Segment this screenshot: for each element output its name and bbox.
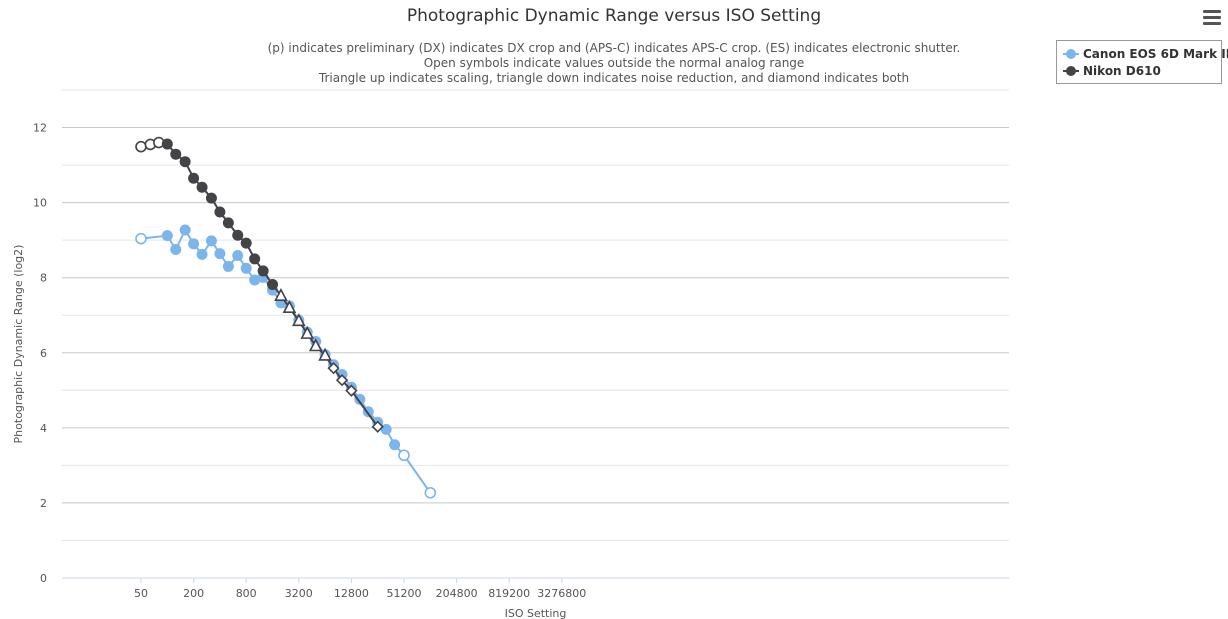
data-point-1-24[interactable] (354, 393, 366, 405)
chart-subtitle: (p) indicates preliminary (DX) indicates… (0, 41, 1228, 86)
x-tick-label: 12800 (334, 587, 369, 600)
y-tick-label: 2 (40, 497, 47, 510)
x-tick-label: 50 (134, 587, 148, 600)
data-point-2-10[interactable] (214, 206, 226, 218)
series-line-1 (140, 227, 432, 494)
data-point-1-6[interactable] (196, 248, 208, 260)
legend-label-nikon: Nikon D610 (1083, 63, 1161, 78)
data-point-2-5[interactable] (170, 148, 182, 160)
data-point-2-19[interactable] (291, 313, 306, 327)
data-point-1-4[interactable] (179, 224, 191, 236)
data-point-1-9[interactable] (222, 260, 234, 272)
data-point-2-12[interactable] (232, 229, 244, 241)
legend-marker-nikon-icon (1063, 65, 1079, 76)
legend-item-nikon[interactable]: Nikon D610 (1063, 62, 1215, 79)
y-tick-label: 10 (33, 197, 47, 210)
data-point-1-11[interactable] (240, 262, 252, 274)
data-point-1-10[interactable] (232, 250, 244, 262)
data-point-1-3[interactable] (170, 244, 182, 256)
chart-legend: Canon EOS 6D Mark II Nikon D610 (1056, 40, 1228, 84)
x-tick-label: 204800 (436, 587, 478, 600)
x-tick-label: 200 (183, 587, 204, 600)
y-tick-label: 6 (40, 347, 47, 360)
data-point-2-8[interactable] (196, 181, 208, 193)
y-tick-label: 0 (40, 572, 47, 585)
legend-item-canon[interactable]: Canon EOS 6D Mark II (1063, 45, 1228, 62)
subtitle-line-3: Triangle up indicates scaling, triangle … (318, 71, 910, 85)
data-point-1-28[interactable] (389, 439, 401, 451)
data-point-2-1[interactable] (135, 140, 147, 153)
legend-marker-canon-icon (1063, 48, 1079, 59)
data-point-2-18[interactable] (282, 299, 297, 314)
legend-label-canon: Canon EOS 6D Mark II (1083, 46, 1228, 61)
subtitle-line-1: (p) indicates preliminary (DX) indicates… (267, 41, 961, 55)
data-point-2-25[interactable] (345, 384, 358, 397)
x-tick-label: 3200 (285, 587, 313, 600)
data-point-1-5[interactable] (188, 238, 200, 250)
y-axis-title: Photographic Dynamic Range (log2) (12, 245, 25, 444)
chart-title: Photographic Dynamic Range versus ISO Se… (406, 6, 822, 26)
data-point-2-13[interactable] (240, 237, 252, 249)
data-point-1-29[interactable] (398, 449, 410, 462)
data-point-2-26[interactable] (371, 420, 384, 433)
data-point-1-8[interactable] (214, 248, 226, 260)
x-tick-label: 800 (236, 587, 257, 600)
data-point-2-20[interactable] (300, 325, 315, 339)
y-tick-label: 4 (40, 422, 47, 435)
y-tick-label: 12 (33, 122, 47, 135)
data-point-2-16[interactable] (267, 278, 278, 290)
x-tick-label: 819200 (488, 587, 530, 600)
hamburger-menu-icon[interactable] (1203, 10, 1221, 26)
data-point-2-15[interactable] (257, 265, 269, 277)
data-point-2-4[interactable] (161, 138, 173, 150)
data-point-2-22[interactable] (318, 347, 332, 361)
y-tick-label: 8 (40, 272, 47, 285)
data-point-2-17[interactable] (274, 287, 288, 302)
data-point-1-1[interactable] (135, 232, 147, 245)
data-point-1-12[interactable] (249, 274, 261, 286)
data-point-2-14[interactable] (249, 253, 261, 265)
x-tick-label: 51200 (387, 587, 422, 600)
data-point-2-11[interactable] (222, 217, 234, 229)
x-tick-label: 3276800 (537, 587, 586, 600)
data-point-2-7[interactable] (188, 172, 200, 184)
data-point-1-2[interactable] (161, 230, 173, 242)
data-point-2-9[interactable] (205, 192, 217, 204)
data-point-2-21[interactable] (308, 338, 323, 352)
data-point-2-24[interactable] (335, 374, 349, 387)
data-point-2-6[interactable] (179, 156, 191, 168)
data-point-1-30[interactable] (424, 486, 437, 499)
x-axis-title: ISO Setting (505, 607, 567, 619)
data-point-2-23[interactable] (327, 362, 340, 375)
data-point-1-7[interactable] (205, 235, 217, 247)
subtitle-line-2: Open symbols indicate values outside the… (423, 56, 805, 70)
